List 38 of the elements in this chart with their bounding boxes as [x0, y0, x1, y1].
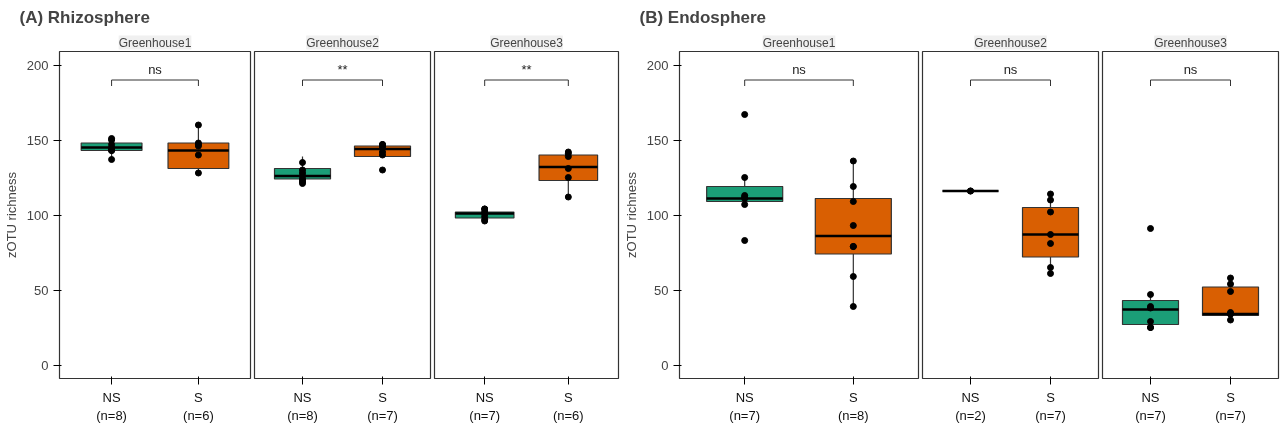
y-tick-label: 0 [661, 357, 669, 373]
annotation: ns [792, 62, 807, 77]
annotation: ** [337, 62, 348, 77]
x-tick-label: NS (n=8) [287, 389, 318, 423]
x-tick-label: NS (n=7) [729, 389, 761, 423]
chart-subtitle: Greenhouse1 [118, 35, 192, 50]
y-tick-label: 150 [646, 132, 669, 148]
y-tick-label: 200 [26, 57, 49, 73]
chart-subtitle: Greenhouse2 [306, 35, 380, 50]
y-tick-label: 200 [646, 57, 669, 73]
y-tick-label: 100 [646, 207, 669, 223]
chart-subtitle: Greenhouse1 [762, 35, 836, 50]
chart-subtitle: Greenhouse2 [974, 35, 1048, 50]
x-tick-label: S (n=8) [837, 389, 869, 423]
x-tick-label: NS (n=7) [469, 389, 501, 423]
x-tick-label: S (n=6) [552, 389, 584, 423]
x-tick-label: S (n=7) [1215, 389, 1246, 423]
x-tick-label: S (n=6) [183, 389, 214, 423]
y-tick-label: 0 [41, 357, 49, 373]
y-tick-label: 100 [26, 207, 49, 223]
y-tick-label: 50 [34, 282, 49, 298]
annotation: ns [1183, 62, 1198, 77]
x-tick-label: S (n=7) [367, 389, 398, 423]
x-tick-label: NS (n=2) [955, 389, 986, 423]
y-axis-title: zOTU richness [623, 171, 639, 258]
annotation: ** [521, 62, 532, 77]
chart-subtitle: Greenhouse3 [1154, 35, 1228, 50]
chart-subtitle: Greenhouse3 [490, 35, 564, 50]
annotation: ns [1003, 62, 1018, 77]
x-tick-label: NS (n=7) [1135, 389, 1166, 423]
y-axis-title: zOTU richness [3, 171, 19, 258]
x-tick-label: S (n=7) [1035, 389, 1066, 423]
y-tick-label: 50 [654, 282, 669, 298]
chart-title: (A) Rhizosphere [19, 7, 150, 27]
chart-title: (B) Endosphere [639, 7, 767, 27]
annotation: ns [148, 62, 163, 77]
x-tick-label: NS (n=8) [96, 389, 127, 423]
y-tick-label: 150 [26, 132, 49, 148]
